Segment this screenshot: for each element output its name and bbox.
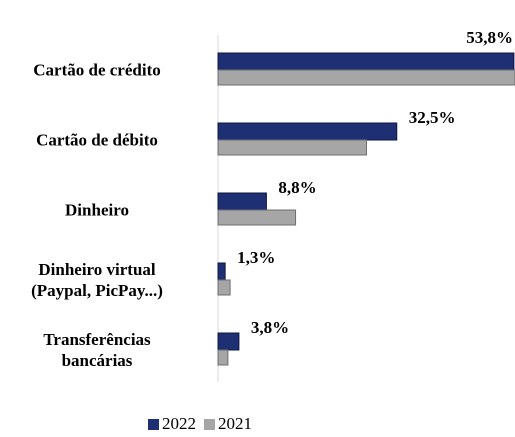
bar: [217, 349, 229, 366]
legend-label: 2022: [162, 414, 196, 433]
bar: [217, 122, 398, 141]
category-label: Cartão de crédito: [33, 60, 161, 80]
category-label: Dinheiro: [65, 200, 129, 220]
data-label: 1,3%: [237, 248, 275, 267]
category-label: Transferências bancárias: [43, 330, 151, 370]
bar: [217, 209, 297, 226]
bar: [217, 279, 231, 296]
data-label: 53,8%: [466, 28, 513, 47]
bar: [217, 52, 515, 71]
legend-swatch: [148, 419, 159, 430]
data-label: 8,8%: [278, 178, 316, 197]
category-label: Dinheiro virtual (Paypal, PicPay...): [31, 260, 163, 300]
bar: [217, 139, 367, 156]
bar: [217, 69, 515, 86]
legend-swatch: [204, 419, 215, 430]
bar: [217, 192, 267, 211]
data-label: 32,5%: [409, 108, 456, 127]
data-label: 3,8%: [251, 318, 289, 337]
category-label: Cartão de débito: [36, 130, 158, 150]
legend-label: 2021: [218, 414, 252, 433]
bar: [217, 262, 226, 281]
bar: [217, 332, 240, 351]
